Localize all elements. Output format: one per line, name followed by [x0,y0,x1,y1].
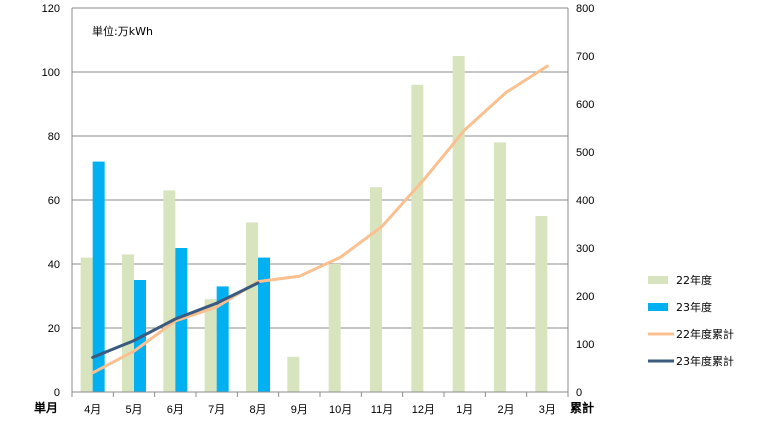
x-tick-label: 2月 [497,404,514,416]
x-tick-label: 5月 [125,404,142,416]
y-right-tick-label: 0 [576,387,582,399]
x-tick-label: 12月 [412,404,435,416]
y-left-tick-label: 0 [54,387,60,399]
x-tick-label: 9月 [291,404,308,416]
x-tick-label: 7月 [208,404,225,416]
bar-22年度 [411,84,424,393]
line-22年度累計 [91,64,549,375]
x-tick-label: 10月 [329,404,352,416]
axes-layer [71,8,569,397]
tick-labels: 0 20 40 60 80 100 120 0 100 200 300 400 500 600 700 800… [42,3,595,416]
bar-22年度 [246,222,258,392]
y-right-tick-label: 300 [576,243,594,255]
y-right-tick-label: 400 [576,195,594,207]
x-tick-label: 6月 [167,404,184,416]
x-tick-label: 8月 [249,404,266,416]
bar-22年度 [287,356,300,392]
unit-label: 単位:万kWh [92,24,153,38]
bar-22年度 [80,257,93,392]
bar-22年度 [163,190,176,392]
legend-swatch-22年度 [648,276,668,284]
bar-22年度 [204,299,217,392]
bar-22年度 [535,216,548,392]
lines-layer [91,64,549,375]
bar-22年度 [452,56,465,392]
legend-label: 23年度 [676,300,712,314]
y-right-tick-label: 700 [576,51,594,63]
bar-22年度 [494,142,506,392]
bar-23年度 [216,286,229,392]
bar-23年度 [92,161,105,392]
bar-22年度 [122,254,134,392]
y-right-tick-label: 500 [576,147,594,159]
x-tick-label: 1月 [456,404,473,416]
legend-label: 23年度累計 [676,354,734,368]
legend: 22年度 23年度 22年度累計 23年度累計 [648,273,734,368]
bar-22年度 [370,187,382,392]
line-23年度累計 [91,281,260,359]
x-tick-label: 4月 [84,404,101,416]
y-right-tick-label: 200 [576,291,594,303]
bar-22年度 [328,264,341,392]
y-left-tick-label: 120 [42,3,60,15]
y-right-tick-label: 800 [576,3,594,15]
y-right-tick-label: 100 [576,339,594,351]
x-tick-label: 3月 [539,404,556,416]
legend-label: 22年度 [676,273,712,287]
right-axis-caption: 累計 [570,400,594,415]
y-left-tick-label: 80 [48,131,60,143]
y-right-tick-label: 600 [576,99,594,111]
y-left-tick-label: 60 [48,195,60,207]
x-tick-label: 11月 [371,404,393,416]
y-left-tick-label: 20 [48,323,60,335]
legend-swatch-23年度 [648,303,668,311]
left-axis-caption: 単月 [34,400,58,415]
gridlines [72,7,568,329]
y-left-tick-label: 40 [48,259,60,271]
legend-label: 22年度累計 [676,327,734,341]
y-left-tick-label: 100 [42,67,60,79]
bars-layer [80,56,548,393]
bar-23年度 [258,257,270,392]
